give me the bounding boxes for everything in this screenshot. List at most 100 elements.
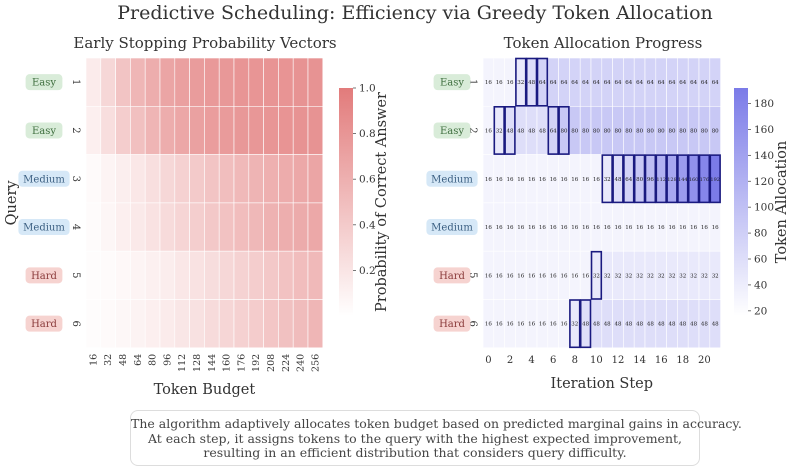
heatmap-cell	[115, 57, 131, 107]
heatmap-cell	[233, 106, 250, 155]
heatmap-cell	[204, 299, 220, 349]
cell-value-label: 160	[689, 177, 699, 183]
cell-value-label: 16	[507, 80, 514, 86]
cell-value-label: 16	[528, 273, 535, 279]
caption-box: The algorithm adaptively allocates token…	[130, 410, 742, 466]
x-tick-label: 16	[88, 354, 99, 366]
cell-value-label: 16	[496, 322, 503, 328]
heatmap-cell	[218, 299, 235, 349]
heatmap-cell	[233, 250, 250, 300]
heatmap-cell	[278, 250, 294, 300]
x-tick-label: 208	[266, 354, 277, 372]
cell-value-label: 64	[658, 80, 665, 86]
heatmap-cell	[189, 250, 205, 300]
heatmap-cell	[174, 154, 190, 204]
cell-value-label: 80	[582, 128, 589, 134]
heatmap-cell	[218, 106, 235, 155]
heatmap-cell	[174, 250, 190, 300]
difficulty-badge-label: Easy	[32, 78, 56, 89]
cell-value-label: 64	[550, 80, 557, 86]
colorbar-tick-label: 180	[754, 98, 774, 110]
x-tick-label: 32	[103, 354, 114, 366]
cell-value-label: 80	[647, 128, 654, 134]
heatmap-cell	[307, 57, 324, 107]
cell-value-label: 64	[550, 128, 557, 134]
cell-value-label: 16	[539, 273, 546, 279]
highlight-box	[504, 106, 516, 155]
heatmap-cell	[100, 57, 116, 107]
heatmap-cell	[292, 154, 309, 204]
cell-value-label: 16	[539, 177, 546, 183]
difficulty-badge-label: Medium	[431, 174, 473, 185]
cell-value-label: 80	[636, 177, 643, 183]
heatmap-cell	[204, 106, 220, 155]
y-tick-label: 1	[70, 79, 81, 85]
colorbar-tick-label: 160	[754, 124, 774, 136]
difficulty-badge	[18, 219, 70, 236]
cell-value-label: 32	[593, 273, 600, 279]
cell-value-label: 64	[647, 80, 654, 86]
cell-value-label: 16	[485, 128, 492, 134]
difficulty-badge	[433, 267, 471, 284]
highlight-box	[547, 106, 559, 155]
colorbar	[734, 88, 748, 316]
heatmap-cell	[218, 202, 235, 252]
difficulty-badge	[433, 74, 471, 91]
colorbar-tick-label: 0.8	[359, 128, 376, 140]
figure-title: Predictive Scheduling: Efficiency via Gr…	[117, 2, 713, 24]
cell-value-label: 48	[528, 128, 535, 134]
highlight-box	[536, 57, 549, 107]
heatmap-cell	[204, 57, 220, 107]
cell-value-label: 16	[679, 225, 686, 231]
heatmap-cell	[189, 106, 205, 155]
cell-value-label: 16	[517, 225, 524, 231]
heatmap-cell	[85, 106, 102, 155]
cell-value-label: 16	[561, 225, 568, 231]
cell-value-label: 16	[593, 177, 600, 183]
heatmap-cell	[278, 154, 294, 204]
x-tick-label: 80	[148, 354, 159, 366]
cell-value-label: 80	[615, 128, 622, 134]
heatmap-cell	[85, 299, 102, 349]
highlight-box	[633, 154, 646, 204]
heatmap-cell	[144, 106, 161, 155]
cell-value-label: 16	[485, 273, 492, 279]
y-tick-label: 1	[467, 79, 478, 85]
cell-value-label: 16	[658, 225, 665, 231]
heatmap-cell	[189, 57, 205, 107]
cell-value-label: 64	[701, 80, 708, 86]
heatmap-cell	[130, 106, 146, 155]
x-tick-label: 0	[485, 355, 491, 366]
cell-value-label: 16	[669, 225, 676, 231]
x-tick-label: 12	[612, 355, 625, 366]
colorbar-tick-label: 60	[754, 254, 767, 266]
heatmap-cell	[174, 202, 190, 252]
cell-value-label: 16	[507, 273, 514, 279]
highlight-box	[612, 154, 624, 204]
difficulty-badge-label: Medium	[23, 223, 65, 234]
heatmap-cell	[189, 299, 205, 349]
cell-value-label: 80	[701, 128, 708, 134]
cell-value-label: 64	[636, 80, 643, 86]
heatmap-cell	[263, 250, 279, 300]
cell-value-label: 48	[701, 322, 708, 328]
cell-value-label: 32	[679, 273, 686, 279]
cell-value-label: 16	[517, 177, 524, 183]
cell-value-label: 16	[517, 273, 524, 279]
cell-value-label: 48	[679, 322, 686, 328]
cell-value-label: 16	[496, 273, 503, 279]
cell-value-label: 48	[615, 177, 622, 183]
cell-value-label: 16	[539, 225, 546, 231]
colorbar-tick-label: 0.4	[359, 219, 376, 231]
cell-value-label: 16	[561, 177, 568, 183]
x-tick-label: 10	[590, 355, 603, 366]
colorbar-tick-label: 80	[754, 228, 767, 240]
heatmap-cell	[100, 106, 116, 155]
colorbar-tick-label: 1.0	[359, 83, 376, 95]
heatmap-cell	[218, 154, 235, 204]
cell-value-label: 80	[561, 128, 568, 134]
cell-value-label: 16	[571, 273, 578, 279]
difficulty-badge	[426, 219, 478, 236]
cell-value-label: 144	[678, 177, 688, 183]
cell-value-label: 16	[625, 225, 632, 231]
